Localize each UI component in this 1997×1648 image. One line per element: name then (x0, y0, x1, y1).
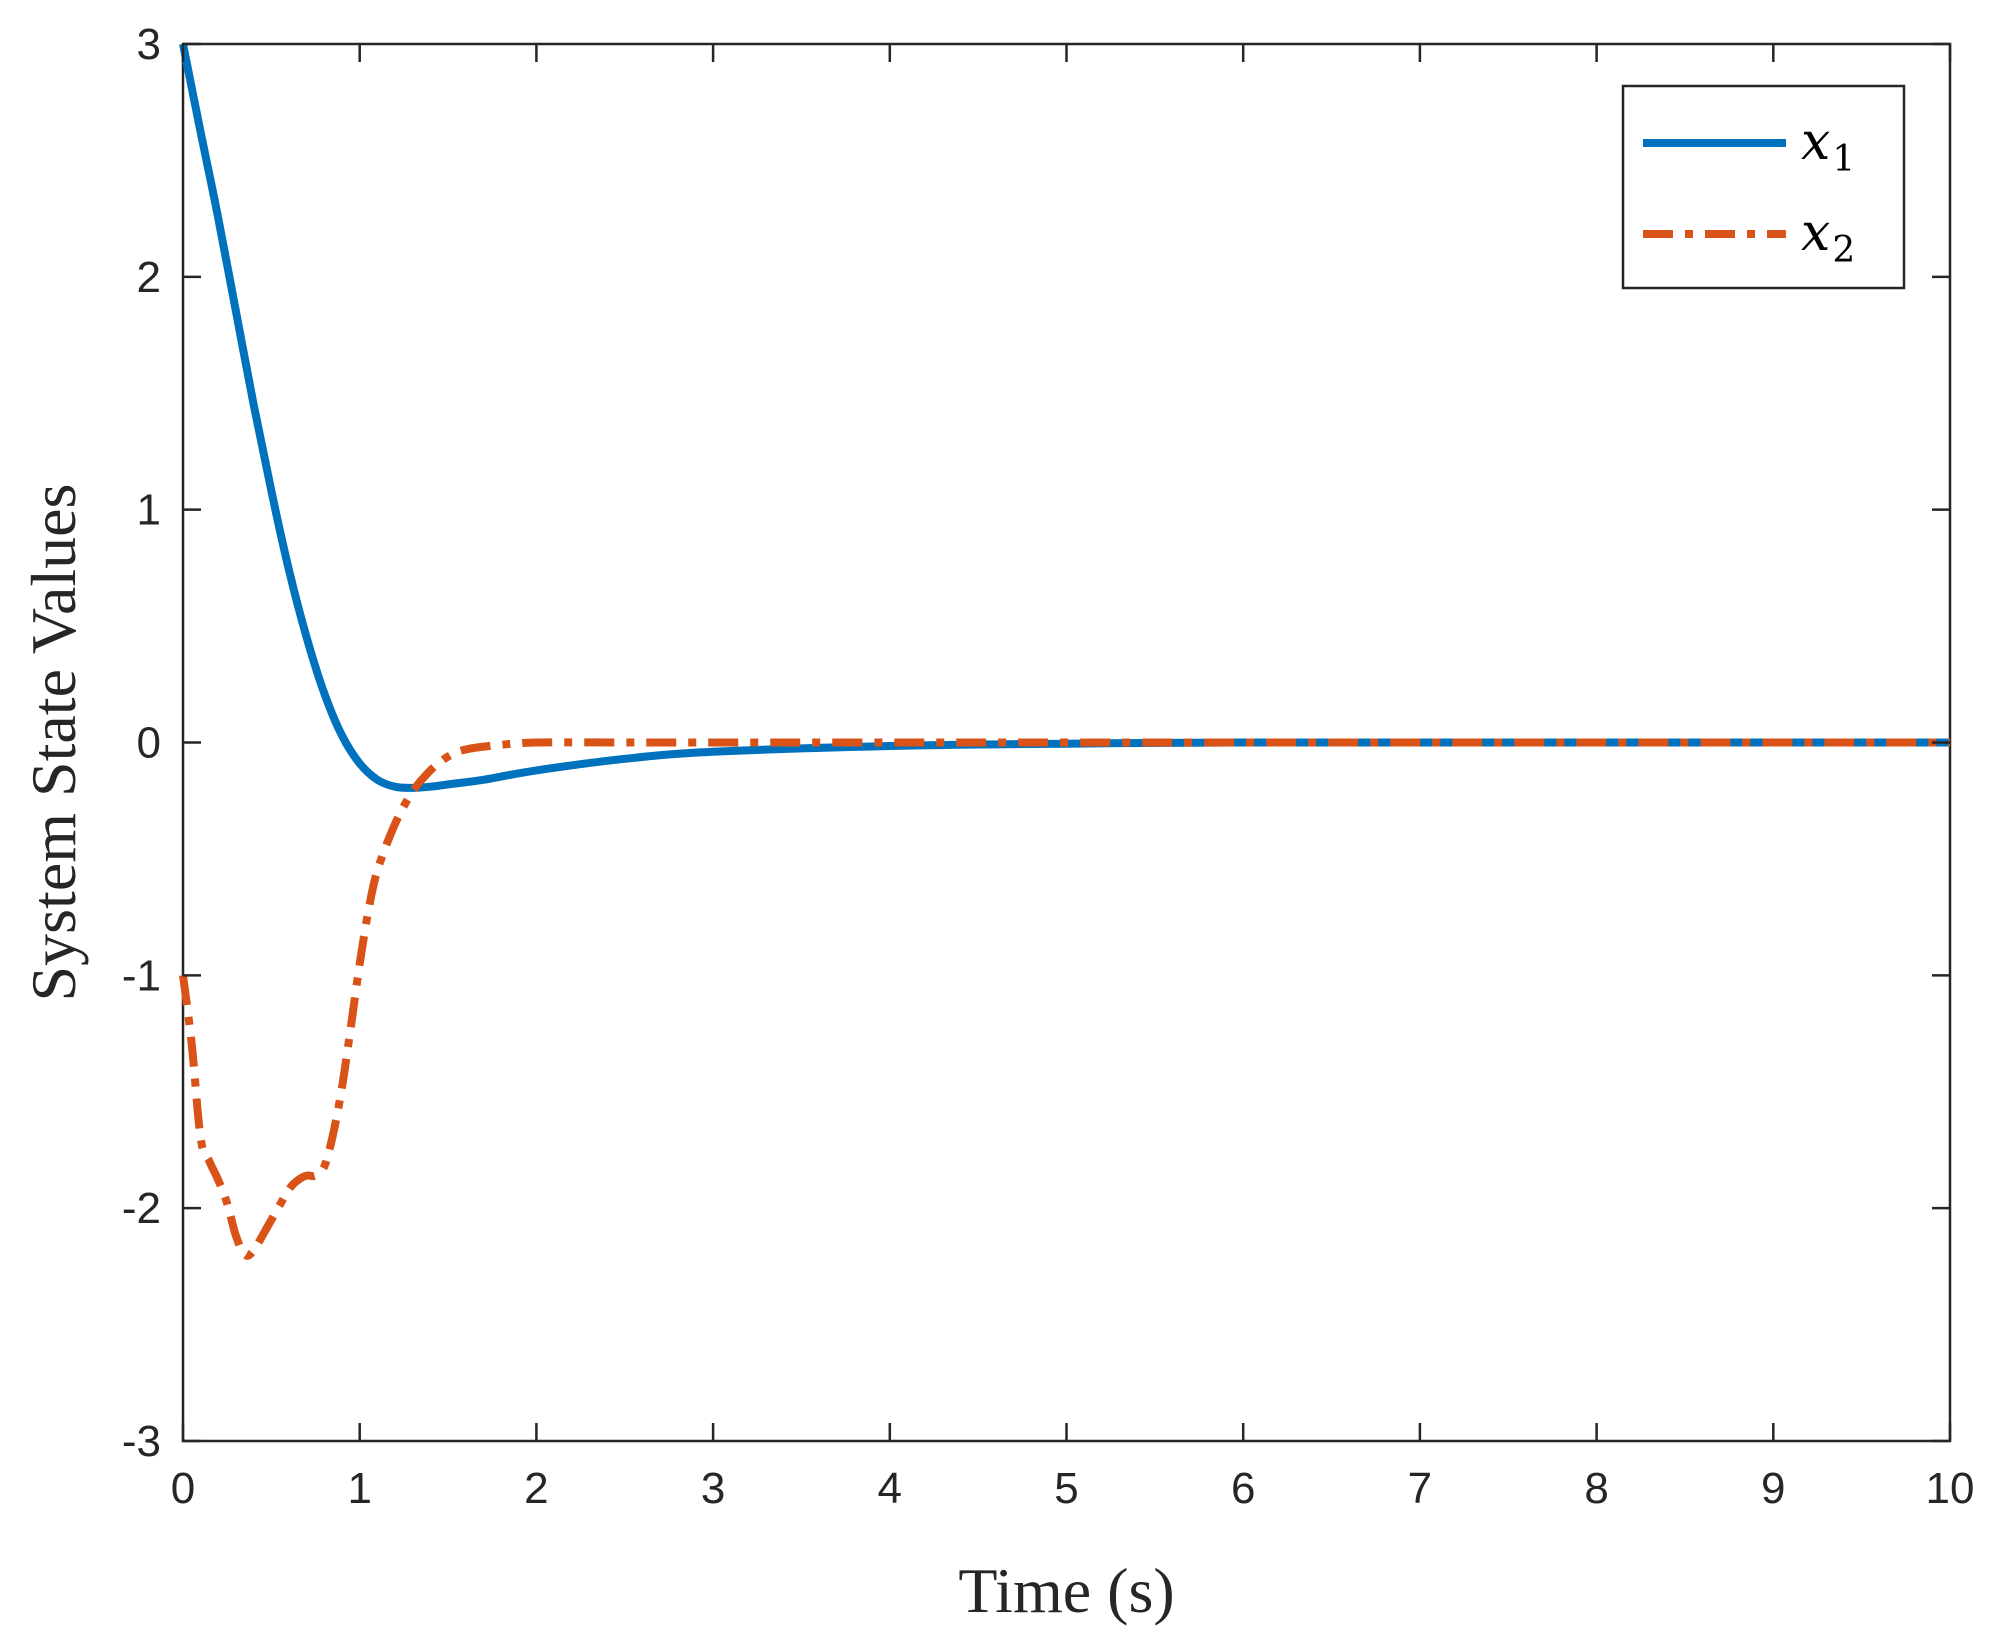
x-tick-label: 4 (878, 1464, 902, 1513)
series-line-2 (179, 738, 1950, 1260)
legend-box (1621, 84, 1906, 290)
x-tick-label: 1 (347, 1464, 371, 1513)
x-tick-label: 2 (524, 1464, 548, 1513)
y-tick-label: 2 (137, 253, 161, 302)
x-tick-label: 7 (1408, 1464, 1432, 1513)
x-tick-label: 0 (171, 1464, 195, 1513)
legend-label-2: x2 (1801, 203, 1855, 271)
x-tick-label: 10 (1926, 1464, 1975, 1513)
y-axis-ticks: -3 -2 -1 0 1 2 3 (122, 20, 1950, 1466)
y-tick-label: 0 (137, 719, 161, 768)
y-tick-label: 3 (137, 20, 161, 69)
y-tick-label: -3 (122, 1417, 161, 1466)
x-axis-ticks: 0 1 2 3 4 5 6 7 8 9 10 (171, 44, 1975, 1513)
legend-label-1: x1 (1801, 112, 1855, 180)
x-tick-label: 9 (1761, 1464, 1785, 1513)
y-tick-label: 1 (137, 486, 161, 535)
x-tick-label: 6 (1231, 1464, 1255, 1513)
x-tick-label: 8 (1584, 1464, 1608, 1513)
y-axis-title: System State Values (18, 484, 89, 1002)
x-axis-title: Time (s) (958, 1555, 1174, 1626)
y-tick-label: -1 (122, 951, 161, 1000)
x-tick-label: 5 (1054, 1464, 1078, 1513)
series-layer (179, 43, 1950, 1260)
x-tick-label: 3 (701, 1464, 725, 1513)
y-tick-label: -2 (122, 1184, 161, 1233)
